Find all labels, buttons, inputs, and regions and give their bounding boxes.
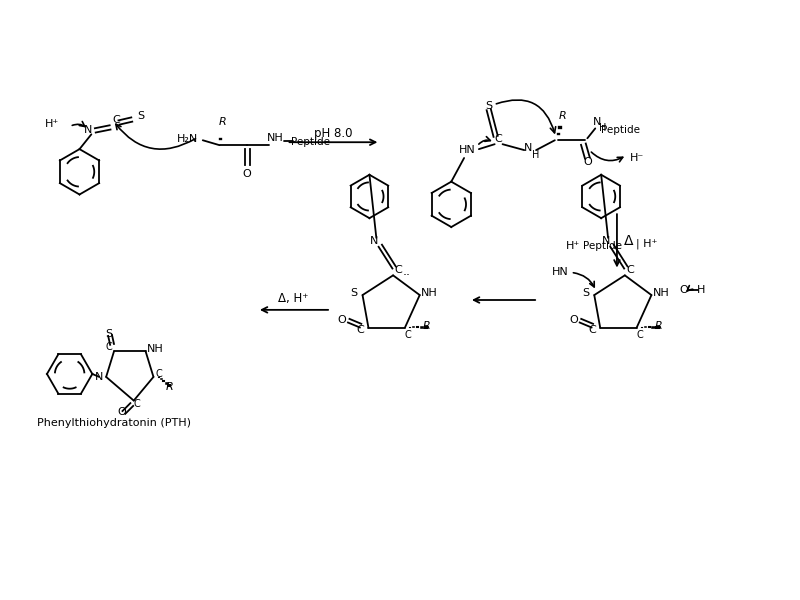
Text: N: N [593,118,602,127]
Text: H: H [697,285,705,295]
Text: H: H [599,124,607,133]
Text: NH: NH [422,288,438,298]
Text: NH: NH [653,288,670,298]
Text: | H⁺: | H⁺ [636,239,658,249]
Text: C: C [405,331,411,340]
Text: H⁺: H⁺ [45,119,59,130]
Text: H⁺: H⁺ [566,241,580,251]
Text: HN: HN [552,268,569,277]
Text: N: N [524,143,532,153]
Text: O: O [118,407,126,418]
Text: C: C [589,325,596,335]
Text: Δ: Δ [624,234,634,248]
Text: C: C [134,398,140,409]
Text: R: R [654,320,662,331]
Text: Phenylthiohydratonin (PTH): Phenylthiohydratonin (PTH) [37,418,191,428]
Text: N: N [84,125,93,136]
Text: C: C [155,369,162,379]
Text: N: N [95,372,103,382]
Text: O: O [583,157,592,167]
Text: N: N [370,236,378,246]
Text: pH 8.0: pH 8.0 [314,127,352,140]
Text: S: S [106,329,113,338]
Text: Δ, H⁺: Δ, H⁺ [278,292,309,305]
Text: H: H [532,150,540,160]
Text: N: N [602,236,610,246]
Text: O: O [338,315,346,325]
Text: H⁻: H⁻ [630,153,644,163]
Text: C: C [106,343,113,352]
Text: NH: NH [267,133,284,143]
Text: C: C [494,134,502,144]
Text: HN: HN [458,145,475,155]
Text: R: R [559,110,566,121]
Text: ..: .. [403,265,411,278]
Text: C: C [394,265,402,275]
Text: C: C [626,265,634,275]
Text: R: R [218,118,226,127]
Text: S: S [485,101,492,111]
Text: O: O [242,169,251,179]
Text: S: S [350,288,358,298]
Text: R: R [422,320,430,331]
Text: C: C [636,331,643,340]
Text: O: O [569,315,578,325]
Text: C: C [357,325,365,335]
Text: C: C [112,115,120,125]
Text: O: O [680,285,688,295]
Text: NH: NH [147,344,164,355]
Text: Peptide: Peptide [290,137,330,147]
Text: Peptide: Peptide [582,241,622,251]
Text: S: S [137,110,144,121]
Text: S: S [582,288,589,298]
Text: Peptide: Peptide [602,125,640,136]
Text: H₂N: H₂N [178,134,198,144]
Text: R: R [166,382,173,392]
